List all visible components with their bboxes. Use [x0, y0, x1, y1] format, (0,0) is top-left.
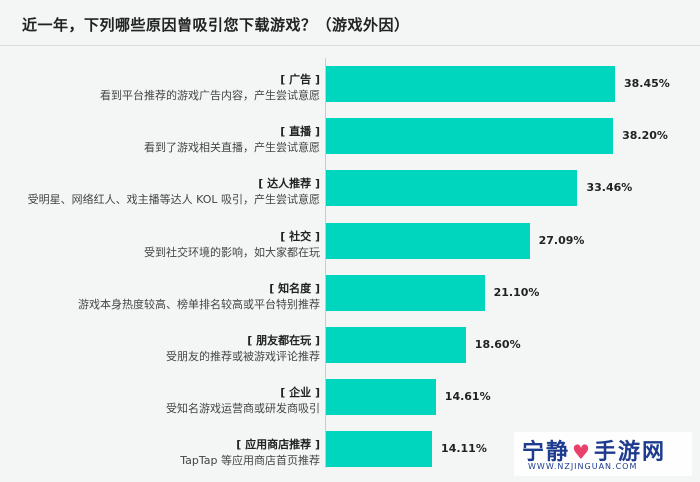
category-label-group: [ 达人推荐 ] 受明星、网络红人、戏主播等达人 KOL 吸引，产生尝试意愿: [28, 172, 320, 208]
category-description: 看到了游戏相关直播，产生尝试意愿: [144, 141, 320, 155]
category-label-group: [ 直播 ] 看到了游戏相关直播，产生尝试意愿: [144, 120, 320, 156]
value-label: 27.09%: [538, 233, 585, 247]
bar: [326, 274, 485, 311]
value-label: 33.46%: [586, 181, 633, 195]
chart-title: 近一年，下列哪些原因曾吸引您下载游戏？（游戏外因）: [22, 16, 410, 34]
category-description: 受明星、网络红人、戏主播等达人 KOL 吸引，产生尝试意愿: [27, 193, 320, 207]
category-label: [ 知名度 ]: [269, 281, 320, 295]
bar: [326, 431, 433, 468]
category-label-group: [ 知名度 ] 游戏本身热度较高、榜单排名较高或平台特别推荐: [78, 277, 320, 313]
category-label-group: [ 应用商店推荐 ] TapTap 等应用商店首页推荐: [180, 433, 320, 469]
bar-row: [ 朋友都在玩 ] 受朋友的推荐或被游戏评论推荐 18.60%: [0, 327, 700, 365]
bar-row: [ 企业 ] 受知名游戏运营商或研发商吸引 14.61%: [0, 379, 700, 417]
bar-row: [ 达人推荐 ] 受明星、网络红人、戏主播等达人 KOL 吸引，产生尝试意愿 33.…: [0, 170, 700, 208]
value-label: 18.60%: [474, 338, 521, 351]
category-description: 看到平台推荐的游戏广告内容，产生尝试意愿: [100, 89, 320, 102]
category-label: [ 朋友都在玩 ]: [247, 334, 320, 347]
category-label-group: [ 社交 ] 受到社交环境的影响，如大家都在玩: [144, 225, 320, 261]
value-label: 38.20%: [622, 129, 668, 143]
bar: [326, 379, 436, 416]
heart-icon: ♥: [572, 440, 592, 464]
y-axis-line: [325, 58, 326, 468]
category-label: [ 企业 ]: [280, 386, 320, 400]
watermark-url: WWW.NZJINGUAN.COM: [528, 462, 638, 471]
category-description: 受到社交环境的影响，如大家都在玩: [144, 245, 320, 259]
category-description: TapTap 等应用商店首页推荐: [180, 454, 320, 468]
category-description: 游戏本身热度较高、榜单排名较高或平台特别推荐: [78, 297, 320, 311]
value-label: 14.11%: [441, 442, 487, 456]
value-label: 14.61%: [444, 390, 491, 404]
bar: [326, 170, 578, 207]
bar: [326, 66, 615, 102]
category-label-group: [ 朋友都在玩 ] 受朋友的推荐或被游戏评论推荐: [166, 329, 320, 365]
category-description: 受朋友的推荐或被游戏评论推荐: [166, 350, 320, 363]
value-label: 38.45%: [624, 77, 670, 90]
site-watermark-logo: 宁静 ♥手游网 WWW.NZJINGUAN.COM: [514, 432, 692, 476]
category-label: [ 应用商店推荐 ]: [236, 438, 320, 452]
category-label-group: [ 企业 ] 受知名游戏运营商或研发商吸引: [166, 381, 320, 417]
bar: [326, 118, 614, 155]
bar-row: [ 直播 ] 看到了游戏相关直播，产生尝试意愿 38.20%: [0, 118, 700, 156]
category-description: 受知名游戏运营商或研发商吸引: [166, 402, 320, 416]
bar: [326, 327, 466, 363]
bar-row: [ 广告 ] 看到平台推荐的游戏广告内容，产生尝试意愿 38.45%: [0, 66, 700, 104]
bar-row: [ 知名度 ] 游戏本身热度较高、榜单排名较高或平台特别推荐 21.10%: [0, 274, 700, 313]
bar-row: [ 社交 ] 受到社交环境的影响，如大家都在玩 27.09%: [0, 222, 700, 261]
title-divider: [0, 45, 700, 46]
watermark-brand: 宁静 ♥手游网: [522, 440, 666, 465]
category-label-group: [ 广告 ] 看到平台推荐的游戏广告内容，产生尝试意愿: [100, 68, 320, 104]
category-label: [ 社交 ]: [280, 229, 320, 243]
bar-row: [ 应用商店推荐 ] TapTap 等应用商店首页推荐 14.11%: [0, 431, 700, 469]
value-label: 21.10%: [493, 285, 540, 299]
category-label: [ 广告 ]: [280, 73, 320, 86]
category-label: [ 直播 ]: [280, 125, 320, 139]
bar: [326, 222, 530, 259]
category-label: [ 达人推荐 ]: [258, 177, 320, 191]
